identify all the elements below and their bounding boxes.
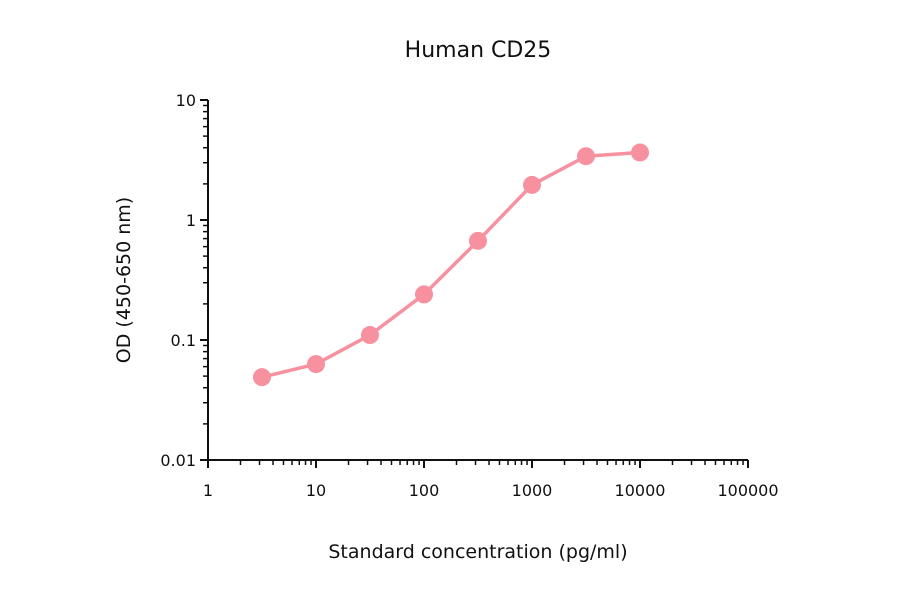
data-point: [360, 326, 379, 345]
y-tick-label: 1: [186, 211, 196, 230]
y-tick-label: 10: [176, 91, 196, 110]
data-point: [631, 143, 649, 162]
chart-title: Human CD25: [405, 38, 552, 63]
x-tick-label: 100000: [717, 481, 778, 500]
series: [252, 143, 649, 387]
axes: 1 10 100 1000 10000 100000 0.01 0.1 1 10: [160, 91, 778, 500]
x-axis-label: Standard concentration (pg/ml): [328, 541, 627, 563]
y-tick-label: 0.01: [160, 451, 196, 470]
series-line: [261, 150, 641, 379]
data-point: [252, 368, 271, 387]
data-point: [468, 231, 487, 250]
y-axis-label: OD (450-650 nm): [113, 197, 135, 363]
x-tick-label: 1000: [512, 481, 553, 500]
data-point: [307, 355, 325, 374]
x-tick-label: 10000: [615, 481, 666, 500]
data-point: [415, 285, 433, 304]
data-point: [576, 147, 595, 166]
y-tick-label: 0.1: [171, 331, 196, 350]
data-point: [523, 175, 541, 194]
x-tick-label: 1: [203, 481, 213, 500]
x-tick-label: 10: [306, 481, 326, 500]
x-tick-label: 100: [409, 481, 440, 500]
